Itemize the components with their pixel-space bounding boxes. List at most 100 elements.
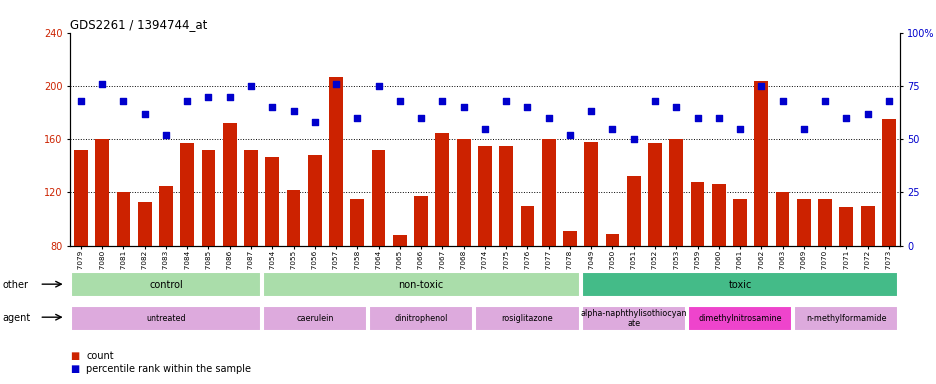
Bar bbox=[308, 155, 321, 352]
Point bbox=[243, 83, 258, 89]
Point bbox=[137, 111, 152, 117]
Point bbox=[476, 126, 491, 132]
Bar bbox=[668, 139, 682, 352]
Point bbox=[413, 115, 428, 121]
Bar bbox=[414, 197, 428, 352]
Point bbox=[859, 111, 874, 117]
Text: GDS2261 / 1394744_at: GDS2261 / 1394744_at bbox=[70, 18, 208, 31]
Bar bbox=[817, 199, 831, 352]
Bar bbox=[711, 184, 724, 352]
Point bbox=[774, 98, 789, 104]
Point bbox=[605, 126, 620, 132]
Point bbox=[222, 94, 237, 100]
Bar bbox=[775, 192, 789, 352]
Bar bbox=[244, 150, 257, 352]
Text: other: other bbox=[3, 280, 29, 290]
Bar bbox=[71, 273, 260, 297]
Text: rosiglitazone: rosiglitazone bbox=[501, 314, 552, 323]
Bar bbox=[369, 306, 473, 331]
Text: n-methylformamide: n-methylformamide bbox=[805, 314, 885, 323]
Bar bbox=[265, 157, 279, 352]
Bar bbox=[456, 139, 470, 352]
Bar bbox=[584, 142, 597, 352]
Point bbox=[647, 98, 662, 104]
Text: control: control bbox=[149, 280, 183, 290]
Point bbox=[689, 115, 704, 121]
Point bbox=[817, 98, 832, 104]
Text: dinitrophenol: dinitrophenol bbox=[394, 314, 447, 323]
Point bbox=[753, 83, 768, 89]
Bar bbox=[116, 192, 130, 352]
Text: untreated: untreated bbox=[146, 314, 185, 323]
Bar bbox=[71, 306, 260, 331]
Point bbox=[371, 83, 386, 89]
Bar bbox=[350, 199, 364, 352]
Bar bbox=[687, 306, 791, 331]
Point bbox=[265, 104, 280, 110]
Bar bbox=[839, 207, 853, 352]
Point bbox=[285, 108, 300, 114]
Point bbox=[541, 115, 556, 121]
Point bbox=[73, 98, 88, 104]
Bar bbox=[753, 81, 768, 352]
Bar bbox=[563, 231, 577, 352]
Point bbox=[180, 98, 195, 104]
Bar bbox=[180, 143, 194, 352]
Bar bbox=[581, 273, 898, 297]
Bar bbox=[74, 150, 88, 352]
Point bbox=[116, 98, 131, 104]
Bar bbox=[475, 306, 578, 331]
Bar bbox=[520, 206, 534, 352]
Text: ■: ■ bbox=[70, 351, 80, 361]
Text: percentile rank within the sample: percentile rank within the sample bbox=[86, 364, 251, 374]
Point bbox=[392, 98, 407, 104]
Bar bbox=[797, 199, 810, 352]
Bar bbox=[223, 123, 237, 352]
Text: toxic: toxic bbox=[727, 280, 751, 290]
Bar bbox=[435, 132, 448, 352]
Bar bbox=[860, 206, 873, 352]
Point bbox=[349, 115, 364, 121]
Point bbox=[562, 132, 577, 138]
Point bbox=[838, 115, 853, 121]
Bar bbox=[286, 190, 300, 352]
Bar bbox=[392, 235, 406, 352]
Bar bbox=[95, 139, 109, 352]
Point bbox=[434, 98, 449, 104]
Point bbox=[200, 94, 215, 100]
Text: caerulein: caerulein bbox=[296, 314, 333, 323]
Point bbox=[796, 126, 811, 132]
Bar bbox=[732, 199, 746, 352]
Point bbox=[456, 104, 471, 110]
Bar bbox=[499, 146, 513, 352]
Point bbox=[710, 115, 725, 121]
Bar bbox=[138, 202, 152, 352]
Bar bbox=[626, 177, 640, 352]
Point bbox=[498, 98, 513, 104]
Point bbox=[95, 81, 110, 87]
Text: agent: agent bbox=[3, 313, 31, 323]
Bar bbox=[581, 306, 685, 331]
Bar bbox=[541, 139, 555, 352]
Point bbox=[583, 108, 598, 114]
Text: dimethylnitrosamine: dimethylnitrosamine bbox=[697, 314, 781, 323]
Bar bbox=[881, 119, 895, 352]
Bar bbox=[605, 234, 619, 352]
Bar bbox=[648, 143, 661, 352]
Point bbox=[732, 126, 747, 132]
Point bbox=[519, 104, 534, 110]
Point bbox=[625, 136, 640, 142]
Bar bbox=[477, 146, 491, 352]
Text: count: count bbox=[86, 351, 113, 361]
Bar bbox=[329, 76, 343, 352]
Point bbox=[881, 98, 896, 104]
Bar bbox=[201, 150, 215, 352]
Bar bbox=[690, 182, 704, 352]
Bar bbox=[372, 150, 385, 352]
Bar bbox=[262, 273, 578, 297]
Point bbox=[668, 104, 683, 110]
Bar bbox=[159, 186, 172, 352]
Bar bbox=[262, 306, 367, 331]
Point bbox=[329, 81, 344, 87]
Bar bbox=[794, 306, 898, 331]
